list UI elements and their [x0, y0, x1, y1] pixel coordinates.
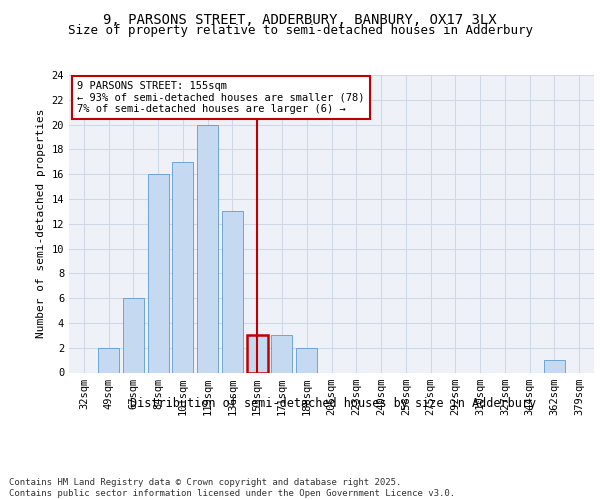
Bar — [148, 174, 169, 372]
Text: 9, PARSONS STREET, ADDERBURY, BANBURY, OX17 3LX: 9, PARSONS STREET, ADDERBURY, BANBURY, O… — [103, 12, 497, 26]
Bar — [197, 124, 218, 372]
Text: Size of property relative to semi-detached houses in Adderbury: Size of property relative to semi-detach… — [67, 24, 533, 37]
Bar — [172, 162, 193, 372]
Text: Distribution of semi-detached houses by size in Adderbury: Distribution of semi-detached houses by … — [130, 398, 536, 410]
Y-axis label: Number of semi-detached properties: Number of semi-detached properties — [36, 109, 46, 338]
Bar — [123, 298, 144, 372]
Text: 9 PARSONS STREET: 155sqm
← 93% of semi-detached houses are smaller (78)
7% of se: 9 PARSONS STREET: 155sqm ← 93% of semi-d… — [77, 81, 364, 114]
Text: Contains HM Land Registry data © Crown copyright and database right 2025.
Contai: Contains HM Land Registry data © Crown c… — [9, 478, 455, 498]
Bar — [296, 348, 317, 372]
Bar — [98, 348, 119, 372]
Bar — [247, 336, 268, 372]
Bar — [222, 212, 243, 372]
Bar — [271, 336, 292, 372]
Bar — [544, 360, 565, 372]
